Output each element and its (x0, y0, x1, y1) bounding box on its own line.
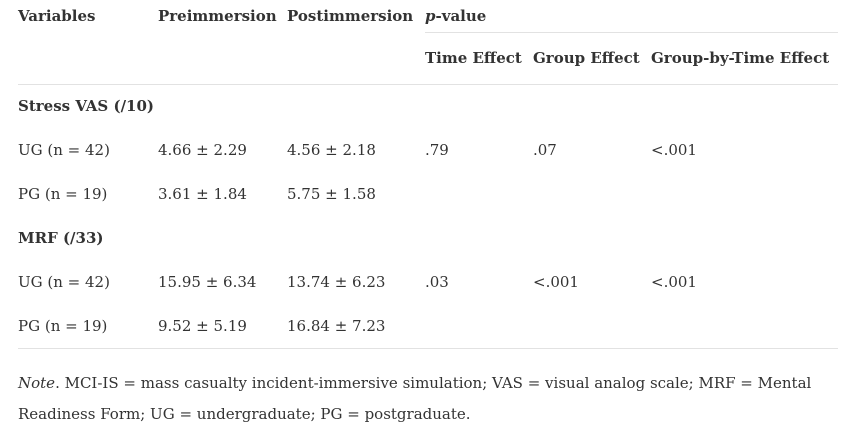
group-row-mrf: MRF (/33) (18, 216, 838, 260)
subheader-row: Time Effect Group Effect Group-by-Time E… (18, 31, 838, 85)
cell-interaction (651, 304, 838, 349)
cell-post: 4.56 ± 2.18 (287, 141, 376, 159)
cell-group-effect (533, 304, 651, 349)
group-row-stress: Stress VAS (/10) (18, 84, 838, 128)
cell-group-effect: <.001 (533, 273, 579, 291)
cell-time-effect (425, 304, 533, 349)
cell-interaction (651, 172, 838, 216)
group-label: Stress VAS (/10) (18, 97, 155, 116)
header-group-by-time-effect: Group-by-Time Effect (651, 31, 838, 85)
cell-post: 5.75 ± 1.58 (287, 185, 376, 203)
header-group-effect: Group Effect (533, 31, 651, 85)
table-row: UG (n = 42) 15.95 ± 6.34 13.74 ± 6.23 .0… (18, 260, 838, 304)
header-variables: Variables (18, 7, 96, 25)
table-row: UG (n = 42) 4.66 ± 2.29 4.56 ± 2.18 .79 … (18, 128, 838, 172)
table-row: PG (n = 19) 9.52 ± 5.19 16.84 ± 7.23 (18, 304, 838, 349)
cell-pre: 4.66 ± 2.29 (158, 141, 247, 159)
header-preimmersion: Preimmersion (158, 7, 277, 25)
group-label: MRF (/33) (18, 229, 104, 247)
row-label: PG (n = 19) (18, 304, 158, 349)
cell-time-effect: .03 (425, 273, 449, 291)
cell-group-effect (533, 172, 651, 216)
table-row: PG (n = 19) 3.61 ± 1.84 5.75 ± 1.58 (18, 172, 838, 216)
row-label: UG (n = 42) (18, 273, 110, 291)
cell-interaction: <.001 (651, 273, 697, 291)
header-p-rest: -value (435, 6, 487, 25)
cell-post: 13.74 ± 6.23 (287, 273, 386, 291)
cell-time-effect: .79 (425, 141, 449, 159)
results-table: Variables Preimmersion Postimmersion p-v… (18, 0, 838, 349)
cell-pre: 9.52 ± 5.19 (158, 304, 287, 349)
table-note: Note. MCI-IS = mass casualty incident-im… (18, 368, 838, 430)
header-postimmersion: Postimmersion (287, 7, 414, 25)
note-label: Note (18, 374, 56, 392)
cell-post: 16.84 ± 7.23 (287, 304, 425, 349)
cell-interaction: <.001 (651, 141, 697, 159)
row-label: UG (n = 42) (18, 141, 110, 159)
cell-time-effect (425, 172, 533, 216)
header-p-italic: p (425, 6, 436, 25)
note-text: . MCI-IS = mass casualty incident-immers… (18, 374, 812, 423)
row-label: PG (n = 19) (18, 185, 108, 203)
header-p-value: p-value (425, 0, 838, 32)
header-row: Variables Preimmersion Postimmersion p-v… (18, 0, 838, 32)
cell-pre: 15.95 ± 6.34 (158, 273, 257, 291)
cell-group-effect: .07 (533, 141, 557, 159)
header-time-effect: Time Effect (425, 31, 533, 85)
cell-pre: 3.61 ± 1.84 (158, 185, 247, 203)
